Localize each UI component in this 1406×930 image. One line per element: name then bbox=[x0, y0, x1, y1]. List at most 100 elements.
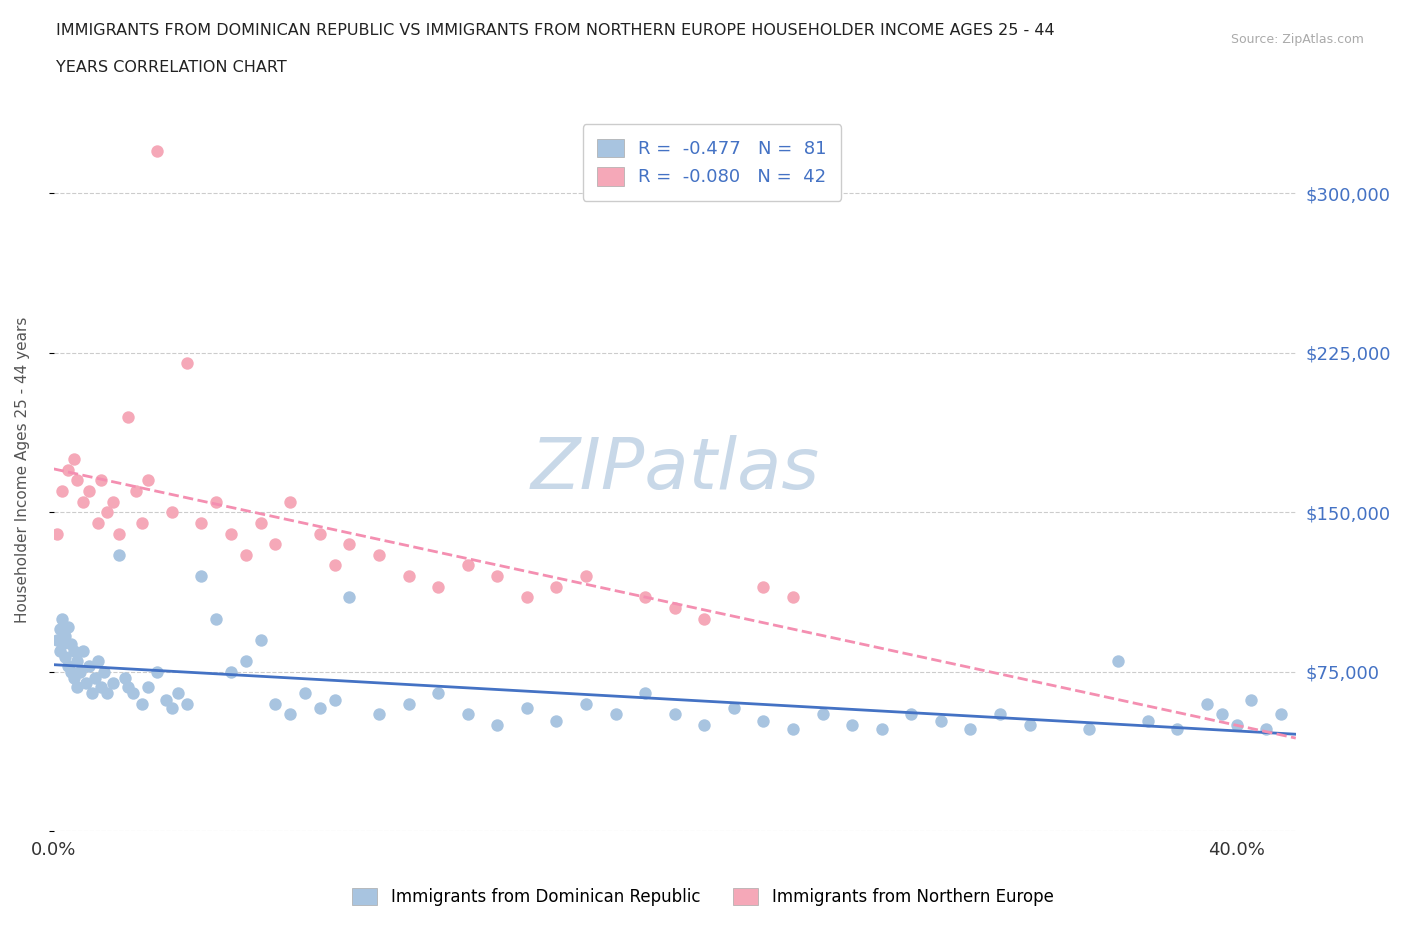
Text: ZIPatlas: ZIPatlas bbox=[530, 435, 820, 504]
Point bbox=[1226, 718, 1249, 733]
Point bbox=[48, 644, 70, 658]
Point bbox=[136, 679, 159, 694]
Point bbox=[1240, 692, 1263, 707]
Point bbox=[114, 671, 136, 685]
Point bbox=[235, 548, 257, 563]
Point bbox=[368, 548, 391, 563]
Point bbox=[664, 707, 686, 722]
Point bbox=[575, 568, 598, 583]
Point bbox=[72, 644, 94, 658]
Point bbox=[66, 473, 89, 488]
Point bbox=[323, 692, 346, 707]
Point bbox=[219, 526, 242, 541]
Point bbox=[160, 505, 183, 520]
Point bbox=[77, 658, 100, 673]
Point bbox=[841, 718, 863, 733]
Point bbox=[1077, 722, 1099, 737]
Point bbox=[84, 671, 107, 685]
Point bbox=[278, 494, 301, 509]
Point bbox=[323, 558, 346, 573]
Point bbox=[176, 697, 198, 711]
Point bbox=[427, 685, 450, 700]
Point bbox=[546, 713, 568, 728]
Point bbox=[66, 654, 89, 669]
Point bbox=[486, 568, 509, 583]
Point bbox=[58, 658, 80, 673]
Point bbox=[136, 473, 159, 488]
Point bbox=[664, 601, 686, 616]
Point bbox=[51, 637, 73, 652]
Point bbox=[1136, 713, 1159, 728]
Point bbox=[337, 590, 360, 604]
Point bbox=[264, 537, 287, 551]
Point bbox=[205, 494, 228, 509]
Point bbox=[546, 579, 568, 594]
Point bbox=[235, 654, 257, 669]
Point bbox=[51, 484, 73, 498]
Point bbox=[427, 579, 450, 594]
Point bbox=[146, 664, 169, 679]
Point bbox=[60, 664, 83, 679]
Point bbox=[101, 494, 124, 509]
Point bbox=[1166, 722, 1188, 737]
Point bbox=[1256, 722, 1278, 737]
Point bbox=[294, 685, 316, 700]
Point bbox=[249, 515, 271, 530]
Point bbox=[101, 675, 124, 690]
Point bbox=[457, 707, 479, 722]
Point bbox=[693, 611, 716, 626]
Point bbox=[45, 526, 67, 541]
Point bbox=[337, 537, 360, 551]
Point bbox=[1018, 718, 1040, 733]
Point bbox=[55, 629, 77, 644]
Point bbox=[634, 685, 657, 700]
Point bbox=[125, 484, 148, 498]
Point bbox=[107, 548, 129, 563]
Point bbox=[176, 356, 198, 371]
Text: Source: ZipAtlas.com: Source: ZipAtlas.com bbox=[1230, 33, 1364, 46]
Legend: Immigrants from Dominican Republic, Immigrants from Northern Europe: Immigrants from Dominican Republic, Immi… bbox=[346, 881, 1060, 912]
Point bbox=[75, 675, 97, 690]
Point bbox=[752, 713, 775, 728]
Point bbox=[190, 568, 212, 583]
Point bbox=[63, 644, 86, 658]
Point bbox=[87, 654, 110, 669]
Point bbox=[58, 619, 80, 634]
Point bbox=[870, 722, 893, 737]
Point bbox=[45, 632, 67, 647]
Point bbox=[66, 679, 89, 694]
Point bbox=[90, 473, 112, 488]
Point bbox=[117, 409, 139, 424]
Point bbox=[131, 515, 153, 530]
Point bbox=[308, 526, 330, 541]
Point bbox=[96, 685, 118, 700]
Point bbox=[782, 722, 804, 737]
Point bbox=[63, 452, 86, 467]
Point bbox=[486, 718, 509, 733]
Point bbox=[398, 568, 420, 583]
Point bbox=[1197, 697, 1219, 711]
Point bbox=[155, 692, 177, 707]
Point bbox=[219, 664, 242, 679]
Point bbox=[249, 632, 271, 647]
Point bbox=[160, 700, 183, 715]
Point bbox=[166, 685, 188, 700]
Point bbox=[87, 515, 110, 530]
Point bbox=[900, 707, 922, 722]
Point bbox=[77, 484, 100, 498]
Point bbox=[264, 697, 287, 711]
Point bbox=[457, 558, 479, 573]
Point bbox=[368, 707, 391, 722]
Point bbox=[96, 505, 118, 520]
Point bbox=[72, 494, 94, 509]
Point bbox=[398, 697, 420, 711]
Point bbox=[278, 707, 301, 722]
Point bbox=[146, 143, 169, 158]
Point bbox=[190, 515, 212, 530]
Point bbox=[752, 579, 775, 594]
Point bbox=[1107, 654, 1129, 669]
Legend: R =  -0.477   N =  81, R =  -0.080   N =  42: R = -0.477 N = 81, R = -0.080 N = 42 bbox=[582, 125, 841, 201]
Point bbox=[51, 611, 73, 626]
Point bbox=[782, 590, 804, 604]
Point bbox=[131, 697, 153, 711]
